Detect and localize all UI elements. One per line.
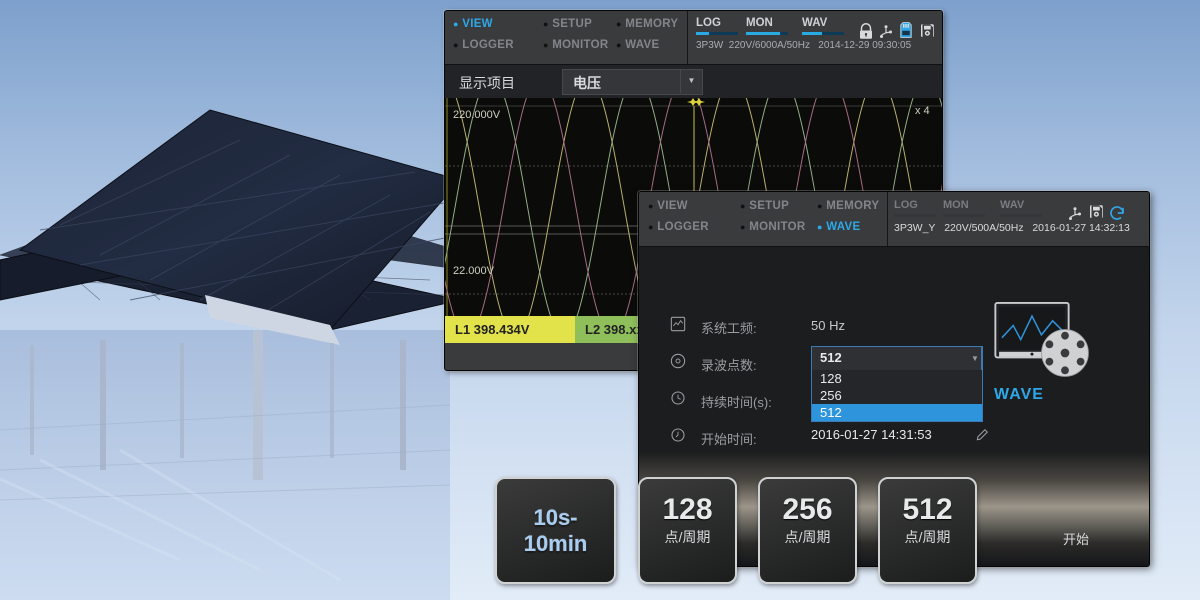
svg-text:220.000V: 220.000V	[453, 109, 501, 121]
svg-text:x 4: x 4	[915, 105, 930, 117]
svg-text:22.000V: 22.000V	[453, 265, 495, 277]
